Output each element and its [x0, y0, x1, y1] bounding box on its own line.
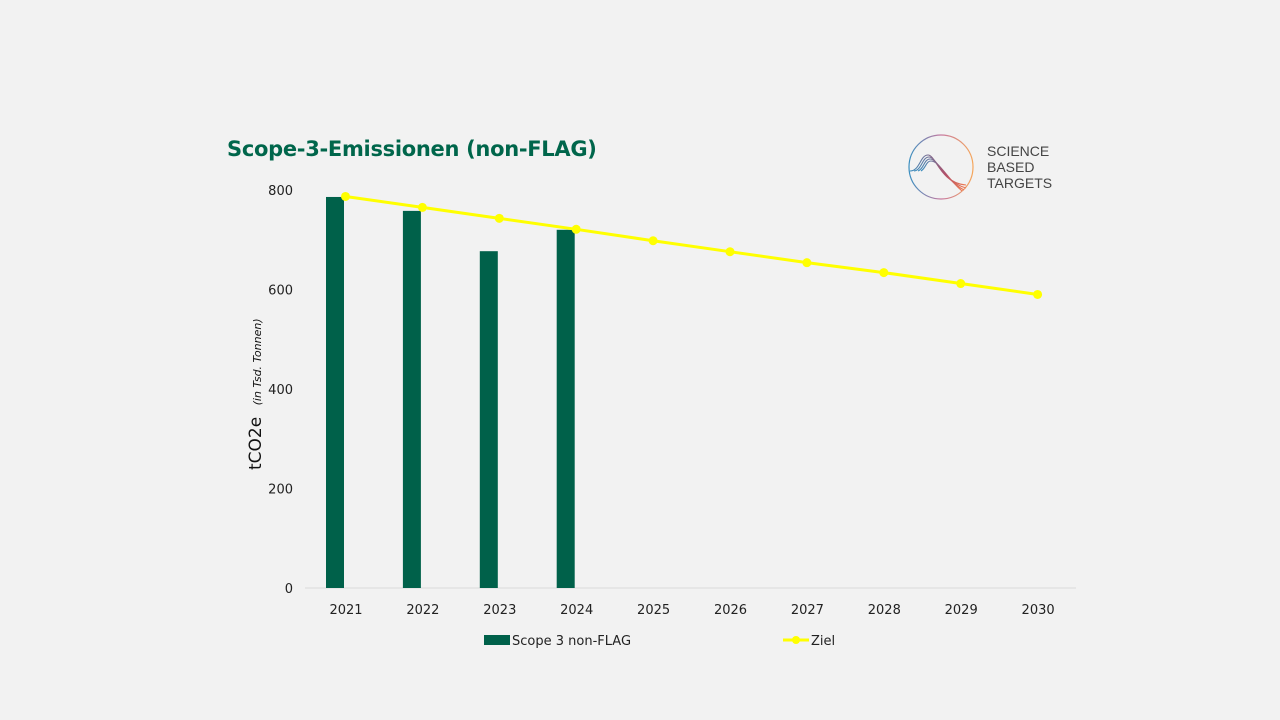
target-point-2027 — [802, 258, 812, 268]
y-tick-label: 600 — [268, 284, 293, 299]
target-point-2022 — [417, 202, 427, 212]
target-point-2024 — [571, 224, 581, 234]
legend-swatch-bar — [484, 635, 510, 645]
y-tick-label: 800 — [268, 184, 293, 199]
logo-line: BASED — [987, 159, 1035, 175]
bar-2024 — [556, 229, 575, 589]
x-tick-label: 2026 — [714, 603, 747, 618]
target-point-2026 — [725, 247, 735, 257]
x-tick-label: 2029 — [945, 603, 978, 618]
science-based-targets-logo: SCIENCE BASED TARGETS — [906, 133, 1076, 203]
x-tick-label: 2022 — [406, 603, 439, 618]
target-point-2021 — [341, 191, 350, 201]
x-axis-ticks: 2021 2022 2023 2024 2025 2026 2027 2028 2029 2030 — [329, 603, 1054, 618]
bar-2023 — [479, 251, 498, 588]
logo-line: TARGETS — [987, 175, 1053, 191]
chart-title: Scope-3-Emissionen (non-FLAG) — [227, 137, 597, 161]
y-axis-label-main: tCO2e — [246, 417, 266, 470]
bar-2021 — [326, 196, 344, 588]
y-tick-label: 400 — [268, 383, 293, 398]
bar-2022 — [402, 210, 421, 588]
target-point-2028 — [879, 268, 889, 278]
y-axis-label: tCO2e (in Tsd. Tonnen) — [246, 318, 266, 470]
y-tick-label: 200 — [268, 483, 293, 498]
bars — [326, 196, 575, 589]
legend-swatch-marker — [792, 636, 800, 644]
y-axis-ticks: 0 200 400 600 800 — [268, 184, 293, 597]
target-point-2030 — [1033, 289, 1043, 299]
target-point-2023 — [494, 213, 504, 223]
logo-text: SCIENCE BASED TARGETS — [987, 143, 1052, 191]
x-tick-label: 2025 — [637, 603, 670, 618]
legend-label-line: Ziel — [811, 634, 835, 649]
x-tick-label: 2030 — [1022, 603, 1055, 618]
legend-label-bar: Scope 3 non-FLAG — [512, 634, 631, 649]
target-line — [345, 194, 1038, 296]
x-tick-label: 2028 — [868, 603, 901, 618]
x-tick-label: 2027 — [791, 603, 824, 618]
target-point-2029 — [956, 279, 966, 289]
y-axis-label-note: (in Tsd. Tonnen) — [251, 318, 264, 405]
logo-line: SCIENCE — [987, 143, 1050, 159]
legend: Scope 3 non-FLAG Ziel — [484, 634, 835, 649]
target-point-2025 — [648, 236, 658, 246]
x-tick-label: 2021 — [329, 603, 362, 618]
x-tick-label: 2023 — [483, 603, 516, 618]
sbt-wave-icon — [908, 134, 974, 200]
target-line-series — [341, 191, 1043, 299]
x-tick-label: 2024 — [560, 603, 593, 618]
y-tick-label: 0 — [285, 582, 293, 597]
